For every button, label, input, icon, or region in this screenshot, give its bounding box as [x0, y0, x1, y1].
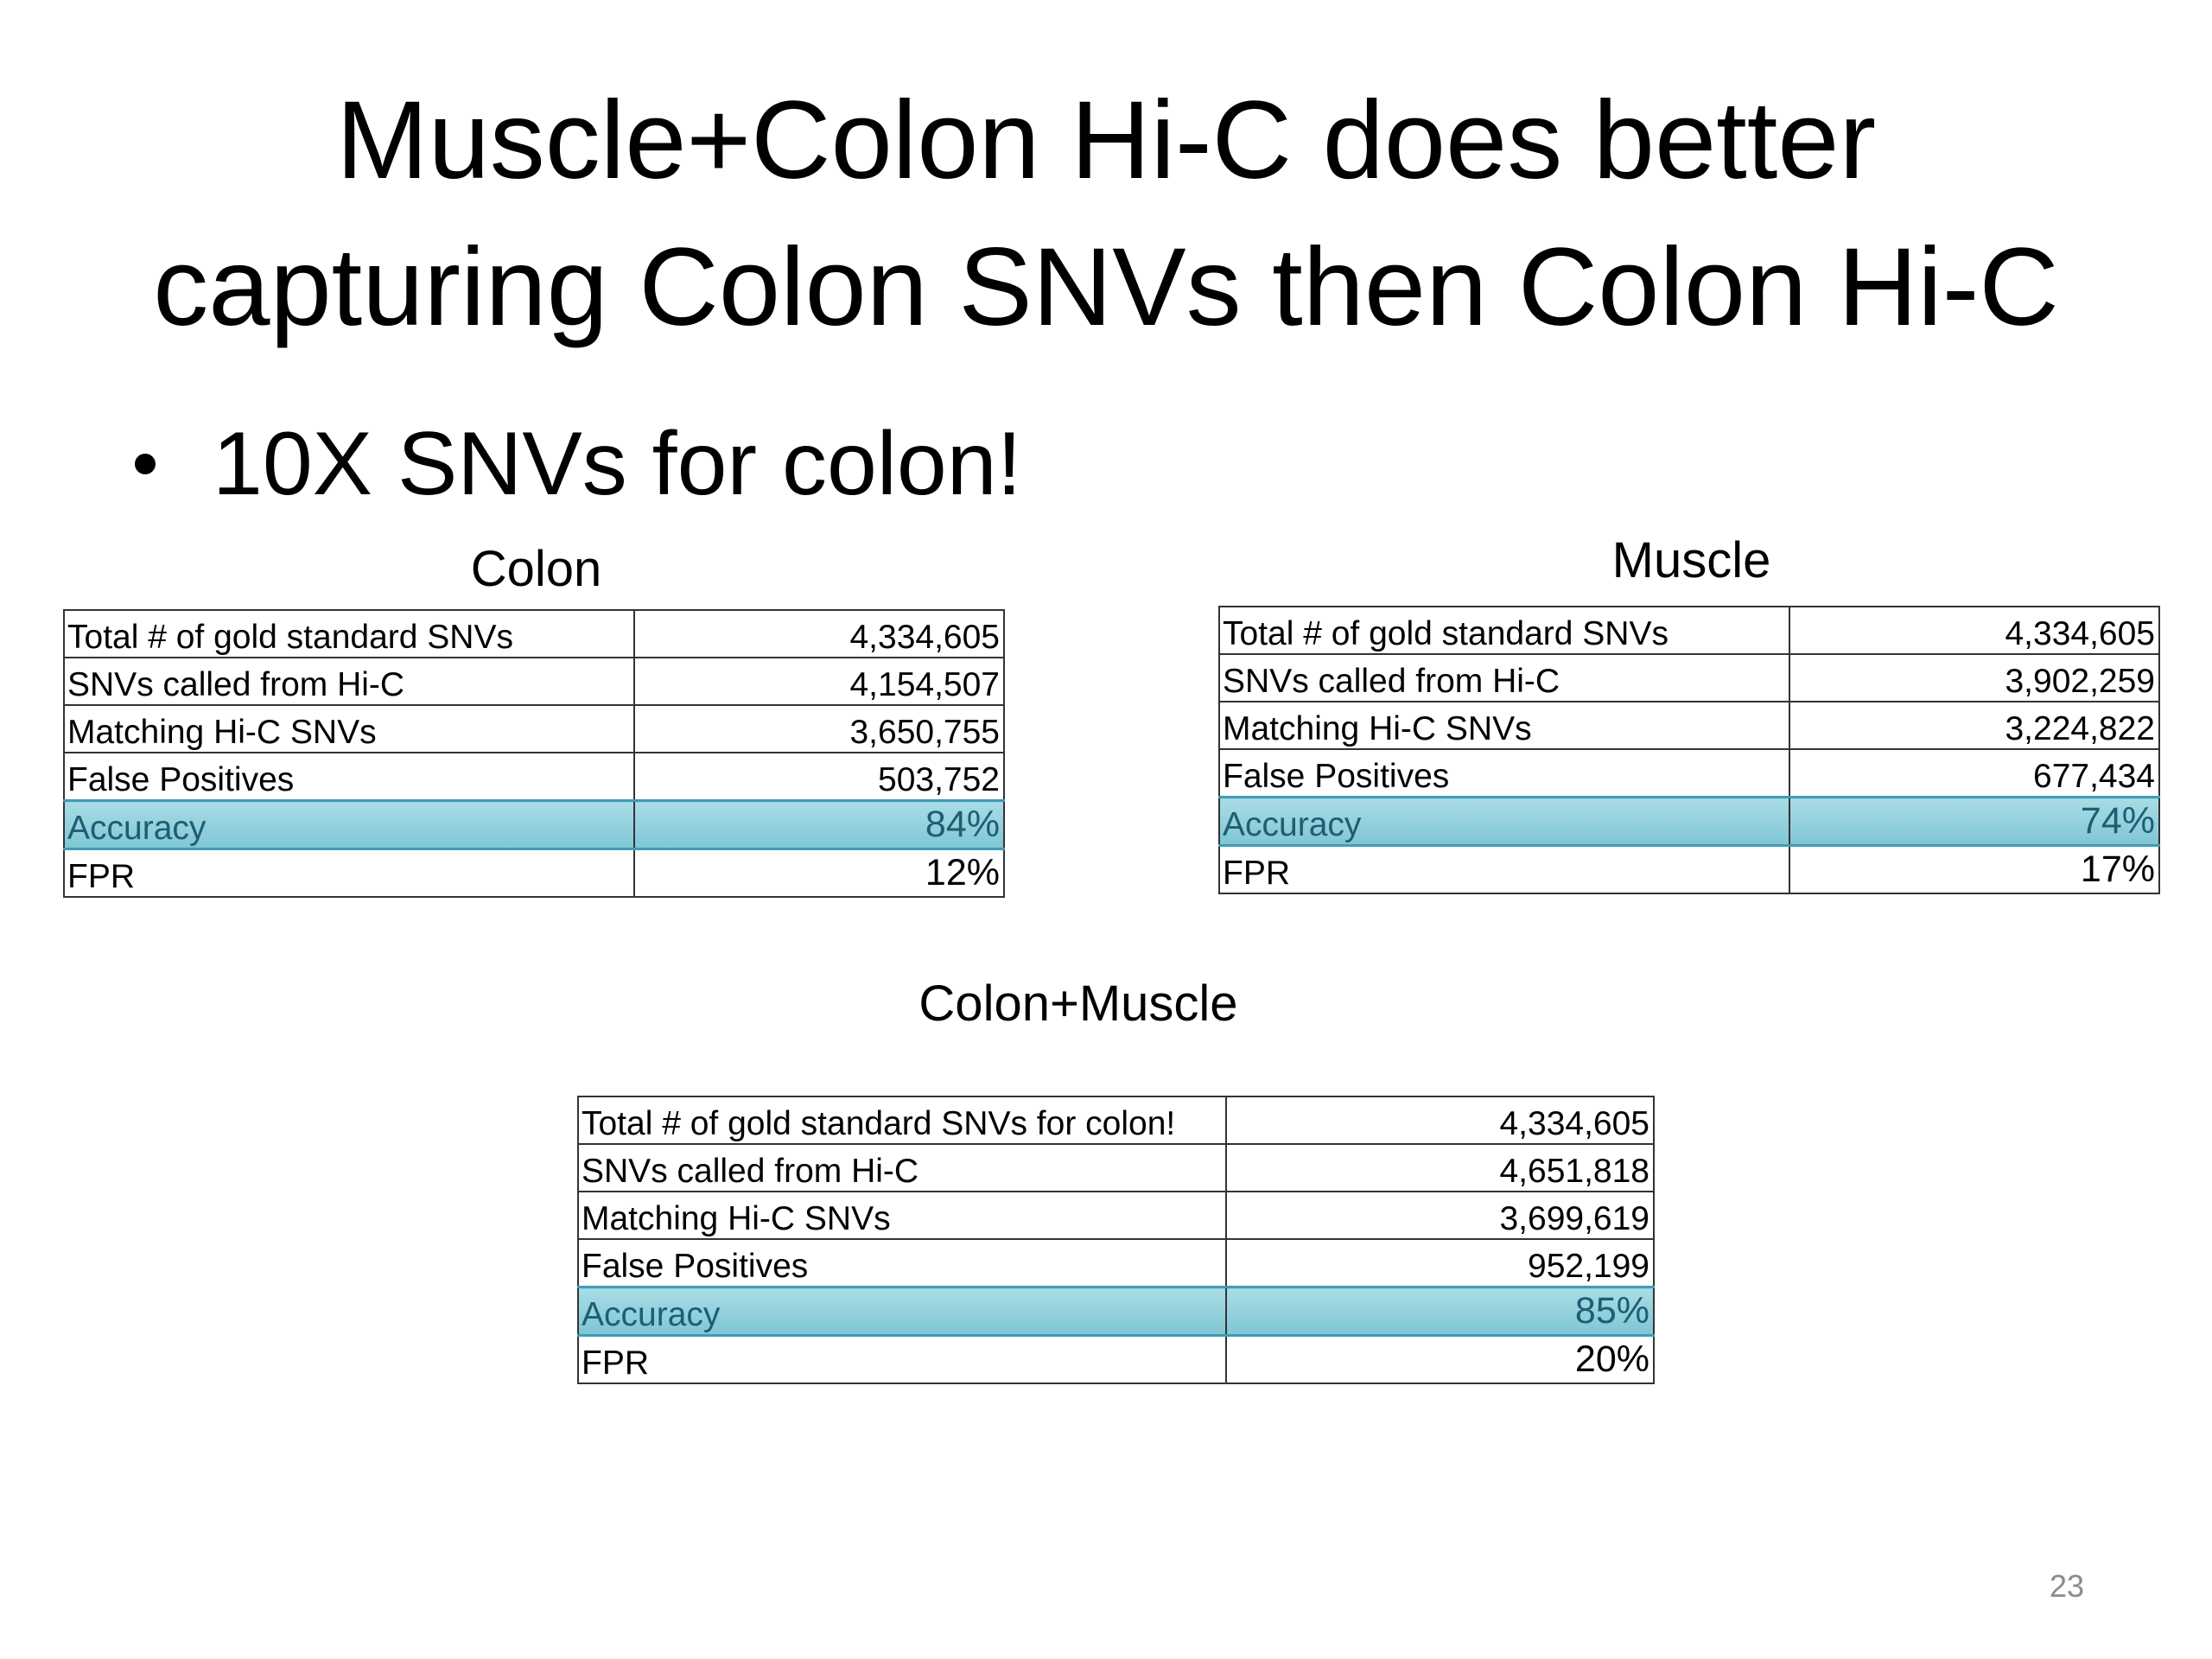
row-label: Accuracy	[1218, 796, 1790, 847]
row-label: Matching Hi-C SNVs	[1218, 701, 1790, 750]
row-label: Total # of gold standard SNVs	[63, 609, 635, 658]
row-label: Accuracy	[63, 799, 635, 850]
bullet-dot-icon	[135, 454, 156, 474]
row-value: 84%	[633, 799, 1005, 850]
row-label: FPR	[1218, 844, 1790, 894]
bullet-point: 10X SNVs for colon!	[131, 408, 1021, 520]
fpr-row: FPR 17%	[1218, 844, 2160, 894]
row-label: FPR	[63, 848, 635, 898]
row-label: Matching Hi-C SNVs	[63, 704, 635, 753]
table-row: Total # of gold standard SNVs 4,334,605	[63, 609, 1005, 658]
row-label: False Positives	[577, 1238, 1227, 1288]
accuracy-row: Accuracy 74%	[1218, 796, 2160, 847]
row-label: SNVs called from Hi-C	[577, 1143, 1227, 1192]
row-label: SNVs called from Hi-C	[1218, 653, 1790, 702]
row-value: 677,434	[1789, 748, 2160, 798]
row-value: 503,752	[633, 752, 1005, 802]
row-label: False Positives	[63, 752, 635, 802]
row-value: 12%	[633, 848, 1005, 898]
combined-table-label: Colon+Muscle	[918, 976, 1238, 1032]
title-line-1: Muscle+Colon Hi-C does better	[335, 79, 1877, 202]
row-label: Total # of gold standard SNVs for colon!	[577, 1096, 1227, 1145]
row-value: 4,154,507	[633, 657, 1005, 706]
accuracy-row: Accuracy 85%	[577, 1286, 1655, 1337]
fpr-row: FPR 20%	[577, 1334, 1655, 1384]
table-row: Matching Hi-C SNVs 3,224,822	[1218, 701, 2160, 750]
bullet-text: 10X SNVs for colon!	[213, 414, 1022, 514]
page-number: 23	[2049, 1568, 2084, 1604]
fpr-row: FPR 12%	[63, 848, 1005, 898]
row-label: Accuracy	[577, 1286, 1227, 1337]
table-row: SNVs called from Hi-C 3,902,259	[1218, 653, 2160, 702]
row-value: 85%	[1225, 1286, 1655, 1337]
row-value: 4,334,605	[1225, 1096, 1655, 1145]
row-value: 4,334,605	[633, 609, 1005, 658]
row-value: 4,651,818	[1225, 1143, 1655, 1192]
table-row: Matching Hi-C SNVs 3,650,755	[63, 704, 1005, 753]
row-value: 3,224,822	[1789, 701, 2160, 750]
row-value: 74%	[1789, 796, 2160, 847]
table-row: Total # of gold standard SNVs for colon!…	[577, 1096, 1655, 1145]
row-value: 4,334,605	[1789, 606, 2160, 655]
accuracy-row: Accuracy 84%	[63, 799, 1005, 850]
table-row: False Positives 677,434	[1218, 748, 2160, 798]
muscle-table-label: Muscle	[1611, 532, 1771, 588]
row-label: SNVs called from Hi-C	[63, 657, 635, 706]
row-value: 20%	[1225, 1334, 1655, 1384]
row-label: FPR	[577, 1334, 1227, 1384]
row-value: 3,650,755	[633, 704, 1005, 753]
row-label: False Positives	[1218, 748, 1790, 798]
muscle-table: Total # of gold standard SNVs 4,334,605 S…	[1218, 606, 2160, 894]
table-row: Total # of gold standard SNVs 4,334,605	[1218, 606, 2160, 655]
row-value: 3,902,259	[1789, 653, 2160, 702]
combined-table: Total # of gold standard SNVs for colon!…	[577, 1096, 1655, 1384]
row-value: 17%	[1789, 844, 2160, 894]
row-label: Total # of gold standard SNVs	[1218, 606, 1790, 655]
colon-table: Total # of gold standard SNVs 4,334,605 S…	[63, 609, 1005, 898]
colon-table-label: Colon	[470, 541, 602, 597]
row-label: Matching Hi-C SNVs	[577, 1191, 1227, 1240]
row-value: 952,199	[1225, 1238, 1655, 1288]
table-row: False Positives 503,752	[63, 752, 1005, 802]
title-line-2: capturing Colon SNVs then Colon Hi-C	[153, 226, 2059, 349]
table-row: SNVs called from Hi-C 4,651,818	[577, 1143, 1655, 1192]
table-row: False Positives 952,199	[577, 1238, 1655, 1288]
row-value: 3,699,619	[1225, 1191, 1655, 1240]
table-row: SNVs called from Hi-C 4,154,507	[63, 657, 1005, 706]
slide-title: Muscle+Colon Hi-C does better capturing …	[0, 67, 2212, 361]
table-row: Matching Hi-C SNVs 3,699,619	[577, 1191, 1655, 1240]
